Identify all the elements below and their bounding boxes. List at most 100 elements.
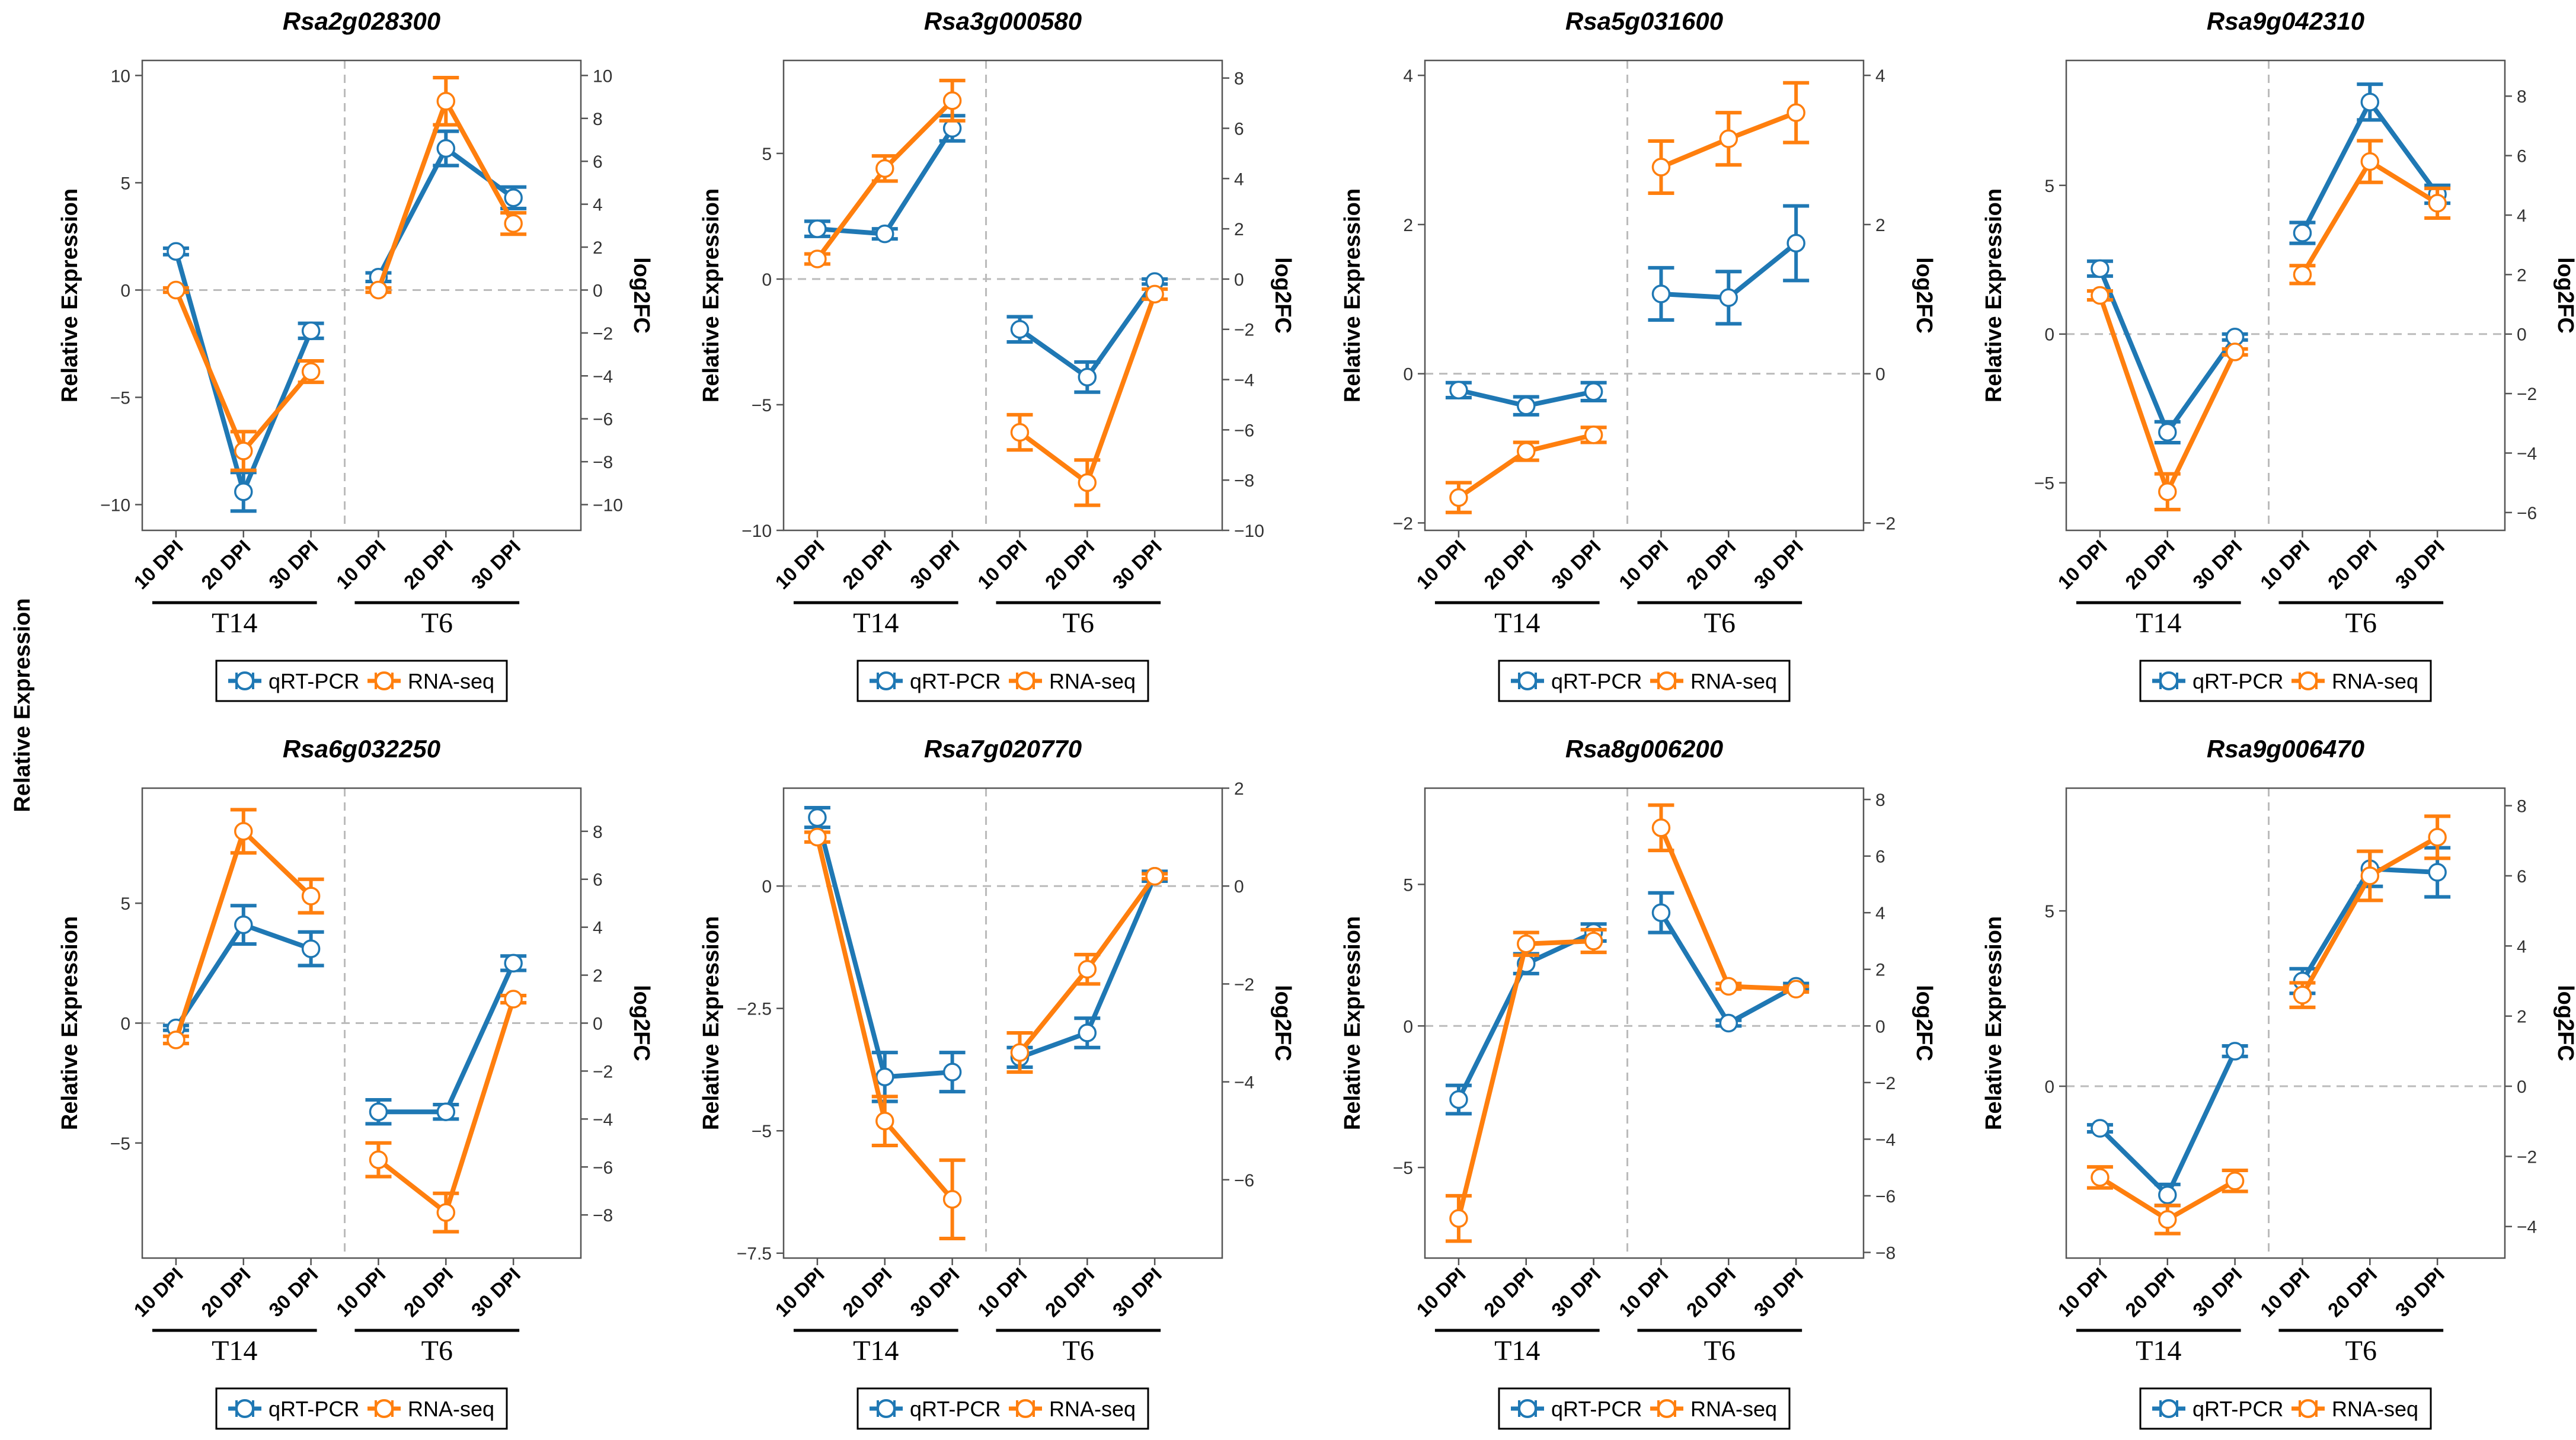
y-tick-label: 5 [1403,875,1413,895]
rna-seq-legend-marker [1657,1399,1676,1418]
y-axis-label: Relative Expression [1340,188,1365,402]
y2-tick-label: 6 [593,871,603,890]
y-tick-label: 5 [2044,902,2054,921]
y-tick-label: 0 [120,281,130,300]
rna-seq-point [1517,934,1536,953]
chart-legend: qRT-PCR RNA-seq [215,660,508,702]
y2-tick-label: −4 [1234,371,1254,391]
rna-seq-legend-label: RNA-seq [2332,1397,2418,1421]
qrt-pcr-point [2158,423,2177,442]
x-tick-label: 10 DPI [2256,1263,2314,1321]
x-tick-label: 30 DPI [264,1263,322,1321]
y-axis-label: Relative Expression [699,188,724,402]
y2-tick-label: 2 [593,238,603,258]
y-tick-label: 5 [762,145,772,164]
x-tick-label: 30 DPI [1108,536,1166,594]
x-tick-label: 20 DPI [399,1263,458,1321]
y2-tick-label: −8 [1875,1243,1896,1263]
y2-tick-label: −6 [2517,504,2537,523]
rna-seq-point [2158,482,2177,501]
qrt-pcr-legend-marker [2159,1399,2178,1418]
y2-axis-label: log2FC [1270,985,1295,1061]
chart-title: Rsa2g028300 [283,7,440,35]
rna-seq-point [2225,343,2245,361]
y2-tick-label: −2 [1875,1074,1896,1093]
y2-tick-label: −6 [1234,421,1254,440]
qrt-pcr-point [2293,223,2312,242]
group-label-T6: T6 [1063,607,1094,639]
plot-frame [141,59,582,532]
x-tick-label: 30 DPI [2391,1263,2449,1321]
chart-legend: qRT-PCR RNA-seq [2139,660,2432,702]
x-tick-label: 10 DPI [771,536,829,594]
qrt-pcr-point [875,224,894,244]
qrt-pcr-point [1584,382,1603,401]
y-tick-label: −5 [752,396,772,415]
rna-seq-point [167,280,186,300]
y-axis-label: Relative Expression [699,916,724,1130]
y2-tick-label: −8 [593,453,613,472]
rna-seq-point [234,441,253,460]
qrt-pcr-point [436,1102,456,1121]
x-tick-label: 30 DPI [1547,1263,1605,1321]
x-tick-label: 30 DPI [1108,1263,1166,1321]
y2-tick-label: 6 [1875,847,1885,867]
y2-tick-label: 0 [1234,877,1244,897]
y2-axis-label: log2FC [1912,257,1936,334]
y-axis-label: Relative Expression [1981,188,2006,402]
y2-tick-label: 8 [593,823,603,842]
rna-seq-point [2225,1172,2245,1191]
y2-axis-label: log2FC [1270,257,1295,334]
y2-axis-label: log2FC [2553,257,2576,334]
plot-frame [2065,787,2506,1259]
rna-seq-point [1584,425,1603,444]
y-tick-label: 0 [762,877,772,897]
y2-tick-label: 0 [1234,270,1244,290]
chart-panel-Rsa2g028300: Rsa2g028300 10 5 0 −5 −10 10 8 6 4 2 0 −2 −4 −6 −8 −10 Re… [57,7,654,702]
qrt-pcr-point [2091,1119,2110,1138]
x-tick-label: 20 DPI [1041,1263,1099,1321]
x-tick-label: 10 DPI [973,536,1031,594]
x-tick-label: 20 DPI [197,1263,255,1321]
y-tick-label: 5 [120,894,130,914]
legend-box [215,660,508,702]
qrt-pcr-legend-marker [1518,671,1537,690]
x-tick-label: 20 DPI [2121,536,2179,594]
rna-seq-point [369,1150,388,1169]
group-label-T6: T6 [2345,1335,2377,1367]
y2-tick-label: 4 [593,196,603,215]
y-tick-label: −5 [110,388,130,408]
y2-tick-label: 2 [2517,1007,2527,1027]
qrt-pcr-point [1449,1090,1468,1109]
x-tick-label: 10 DPI [2053,1263,2111,1321]
group-label-T6: T6 [421,607,453,639]
y2-tick-label: 8 [2517,797,2527,817]
qrt-pcr-point [1786,233,1805,253]
y2-tick-label: −4 [593,367,613,386]
y2-tick-label: 6 [2517,147,2527,167]
chart-title: Rsa5g031600 [1565,7,1723,35]
x-tick-label: 20 DPI [838,536,896,594]
qrt-pcr-legend-marker [877,671,896,690]
y2-tick-label: −8 [593,1206,613,1225]
rna-seq-point [436,92,456,111]
x-tick-label: 10 DPI [2256,536,2314,594]
y2-tick-label: 0 [1875,365,1885,385]
y-tick-label: 2 [1403,216,1413,235]
y-tick-label: −5 [110,1134,130,1154]
rna-seq-point [2091,1168,2110,1187]
chart-panel-Rsa7g020770: Rsa7g020770 0 −2.5 −5 −7.5 2 0 −2 −4 −6 Relative E… [699,735,1295,1430]
y2-tick-label: −2 [1234,975,1254,994]
y2-tick-label: 4 [1875,904,1885,923]
x-tick-label: 10 DPI [129,1263,187,1321]
plot-frame [2065,59,2506,532]
rna-seq-legend-marker [1016,671,1035,690]
qrt-pcr-legend-marker [235,1399,254,1418]
x-tick-label: 10 DPI [1615,1263,1673,1321]
qrt-pcr-line-T6 [376,146,516,280]
y2-tick-label: 8 [2517,87,2527,107]
group-label-T14: T14 [1494,607,1540,639]
qrt-pcr-point [234,915,253,935]
y-axis-label: Relative Expression [1340,916,1365,1130]
legend-box [1498,660,1791,702]
